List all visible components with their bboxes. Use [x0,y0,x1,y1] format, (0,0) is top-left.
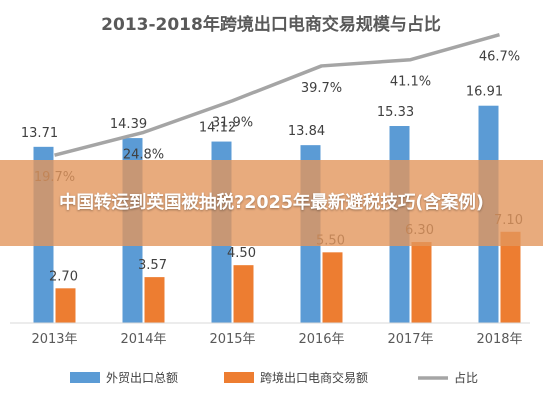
data-label-share: 46.7% [479,50,520,65]
legend-swatch [70,372,100,383]
line-share [54,33,500,157]
data-label-ecommerce-export: 4.50 [227,246,256,261]
legend-label: 外贸出口总额 [106,371,178,385]
legend-swatch [224,372,254,383]
overlay-banner-text: 中国转运到英国被抽税?2025年最新避税技巧(含案例) [59,193,484,213]
x-tick-label: 2017年 [387,332,433,347]
data-label-ecommerce-export: 2.70 [49,269,78,284]
data-label-export-total: 14.12 [199,121,236,136]
chart-title: 2013-2018年跨境出口电商交易规模与占比 [101,14,441,35]
x-tick-label: 2016年 [298,332,344,347]
bar-ecommerce-export [322,252,343,323]
data-label-share: 39.7% [301,81,342,96]
bar-ecommerce-export [144,277,165,323]
overlay-banner: 中国转运到英国被抽税?2025年最新避税技巧(含案例) [0,160,543,246]
legend: 外贸出口总额 跨境出口电商交易额 占比 [70,370,478,385]
data-label-share: 31.9% [212,116,253,131]
data-label-export-total: 16.91 [466,85,503,100]
x-tick-label: 2015年 [209,332,255,347]
x-tick-label: 2013年 [31,332,77,347]
bar-ecommerce-export [500,231,521,323]
bar-ecommerce-export [233,265,254,323]
bar-ecommerce-export [55,288,76,323]
data-label-export-total: 13.84 [288,124,325,139]
bar-ecommerce-export [411,242,432,323]
line-layer [54,33,500,157]
legend-label: 占比 [454,370,478,385]
data-label-share: 24.8% [123,147,164,162]
data-label-ecommerce-export: 3.57 [138,258,167,273]
x-tick-label: 2018年 [476,332,522,347]
x-ticks: 2013年 2014年 2015年 2016年 2017年 2018年 [31,332,522,347]
data-label-export-total: 13.71 [21,126,58,141]
x-tick-label: 2014年 [120,332,166,347]
data-label-export-total: 14.39 [110,117,147,132]
data-label-share: 41.1% [390,75,431,90]
data-label-export-total: 15.33 [377,105,414,120]
legend-label: 跨境出口电商交易额 [260,370,368,385]
